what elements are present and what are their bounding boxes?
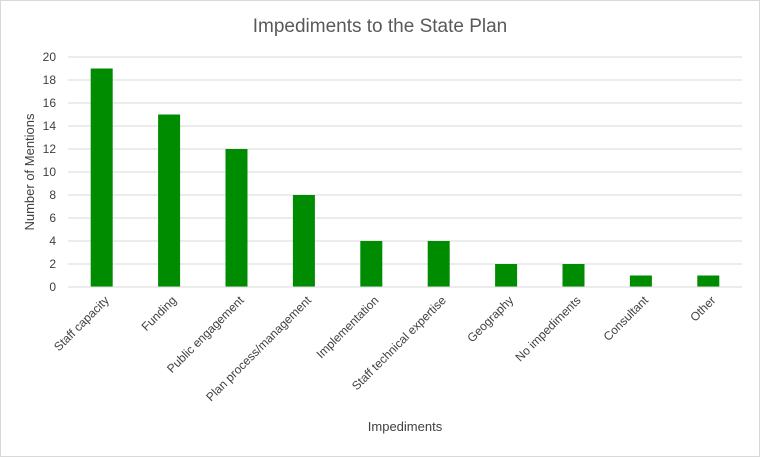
bar [292,195,315,287]
y-tick-label: 2 [49,257,56,271]
gridlines [68,56,742,265]
bar [225,149,248,287]
x-tick-label: No impediments [512,293,583,364]
y-tick-label: 4 [49,234,56,248]
bar [360,241,383,287]
y-axis-title: Number of Mentions [22,113,37,231]
y-tick-label: 14 [43,119,57,133]
bar [495,264,518,287]
y-tick-label: 18 [43,73,57,87]
bar [427,241,450,287]
bar [562,264,585,287]
bars [90,68,720,287]
bar [158,114,181,287]
x-tick-label: Staff capacity [51,293,112,354]
bar [629,275,652,287]
y-tick-label: 6 [49,211,56,225]
y-tick-label: 12 [43,142,57,156]
x-tick-label: Other [687,293,718,324]
y-tick-label: 0 [49,280,56,294]
x-tick-label: Funding [139,293,180,334]
bar [697,275,720,287]
y-tick-label: 10 [43,165,57,179]
y-tick-label: 8 [49,188,56,202]
y-tick-label: 16 [43,96,57,110]
x-axis-title: Impediments [368,419,443,434]
chart-title: Impediments to the State Plan [253,16,508,37]
bar [90,68,113,287]
x-tick-label: Geography [464,293,516,345]
x-tick-label: Consultant [601,293,652,344]
y-tick-label: 20 [43,50,57,64]
x-tick-label: Implementation [314,293,382,361]
y-axis-ticks: 0 2 4 6 8 10 12 14 16 18 20 [43,50,57,294]
